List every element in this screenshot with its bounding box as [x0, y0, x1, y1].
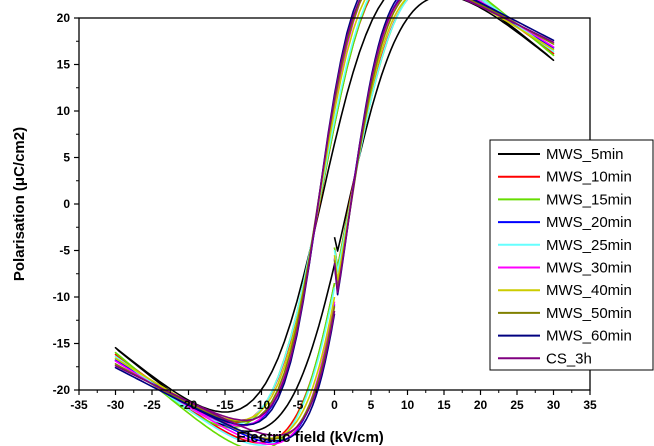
- series-line: [114, 0, 555, 440]
- series-line: [114, 0, 555, 444]
- x-tick-label: -5: [293, 398, 304, 412]
- x-tick-label: 25: [510, 398, 524, 412]
- y-tick-label: 5: [63, 151, 70, 165]
- legend: MWS_5min MWS_10min MWS_15min MWS_20min MWS_2…: [489, 139, 654, 371]
- x-tick-label: 0: [331, 398, 338, 412]
- legend-label: MWS_30min: [546, 260, 632, 277]
- legend-label: MWS_5min: [546, 146, 624, 163]
- y-tick-label: -10: [53, 290, 71, 304]
- legend-box: [489, 139, 654, 371]
- y-tick-label: 10: [57, 104, 71, 118]
- x-tick-label: -10: [253, 398, 271, 412]
- y-tick-label: -20: [53, 383, 71, 397]
- legend-label: MWS_50min: [546, 305, 632, 322]
- x-tick-label: 10: [401, 398, 415, 412]
- x-tick-label: 5: [368, 398, 375, 412]
- x-tick-label: -30: [107, 398, 125, 412]
- legend-label: MWS_15min: [546, 191, 632, 208]
- y-tick-label: -15: [53, 337, 71, 351]
- y-tick-label: -5: [59, 244, 70, 258]
- x-tick-label: 15: [437, 398, 451, 412]
- legend-label: MWS_10min: [546, 169, 632, 186]
- x-tick-label: 35: [583, 398, 597, 412]
- y-axis-title: Polarisation (μC/cm2): [11, 127, 28, 281]
- legend-label: MWS_40min: [546, 282, 632, 299]
- x-tick-label: -25: [143, 398, 161, 412]
- x-tick-label: -35: [70, 398, 88, 412]
- y-tick-label: 20: [57, 11, 71, 25]
- curve-layer: [114, 0, 555, 446]
- legend-label: MWS_25min: [546, 237, 632, 254]
- x-tick-label: 30: [547, 398, 561, 412]
- series-line: [114, 0, 555, 437]
- x-tick-label: -15: [216, 398, 234, 412]
- series-line: [114, 0, 555, 440]
- series-line: [114, 0, 555, 446]
- legend-label: MWS_20min: [546, 214, 632, 231]
- series-line: [114, 0, 555, 444]
- series-line: [114, 0, 555, 442]
- series-line: [114, 0, 555, 446]
- y-tick-label: 0: [63, 197, 70, 211]
- legend-label: MWS_60min: [546, 328, 632, 345]
- x-axis-title: Electric field (kV/cm): [236, 429, 384, 446]
- x-tick-label: 20: [474, 398, 488, 412]
- axes-layer: -35 -30 -25 -20 -15 -10 -5 0 5 10 15 20 25 30 35 -20 -15…: [53, 11, 597, 412]
- x-tick-label: -20: [180, 398, 198, 412]
- legend-label: CS_3h: [546, 350, 592, 367]
- series-line: [114, 0, 555, 445]
- series-line: [114, 0, 555, 433]
- y-tick-label: 15: [57, 58, 71, 72]
